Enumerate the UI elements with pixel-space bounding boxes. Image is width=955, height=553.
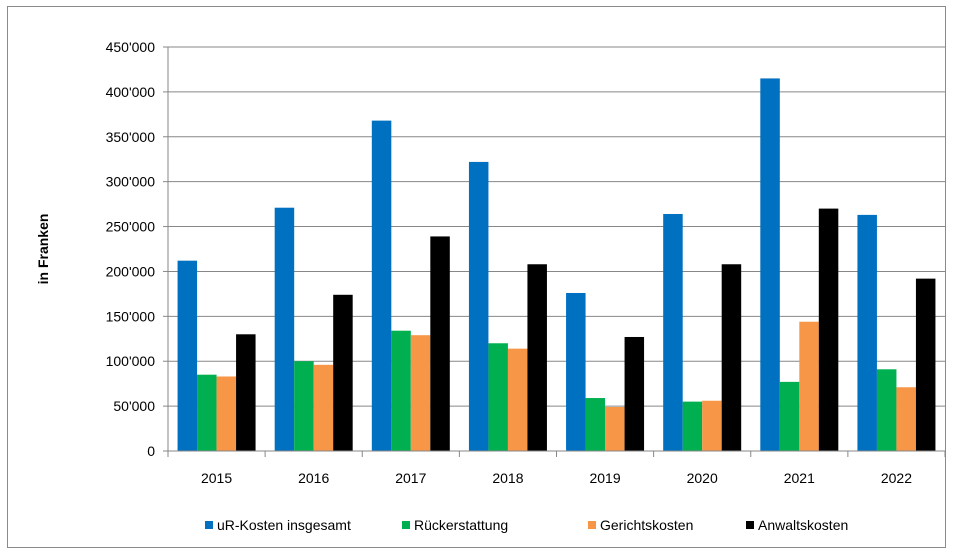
bar-gerichtskosten-2020: [702, 400, 722, 451]
x-tick-label: 2016: [298, 470, 329, 486]
x-tick-label: 2021: [784, 470, 815, 486]
legend-label-anwaltskosten: Anwaltskosten: [758, 517, 848, 533]
y-tick-label: 400'000: [106, 84, 156, 100]
bar-gerichtskosten-2021: [799, 321, 819, 451]
x-tick-label: 2015: [201, 470, 232, 486]
bar-r-ckerstattung-2018: [488, 343, 508, 451]
bar-anwaltskosten-2019: [624, 336, 645, 451]
x-tick-label: 2019: [589, 470, 620, 486]
bar-anwaltskosten-2017: [430, 236, 450, 451]
x-tick-label: 2022: [881, 470, 912, 486]
x-axis-ticks: 2015 2016 2017 2018 2019 2020 2021 2022: [201, 470, 912, 486]
x-tick-label: 2020: [687, 470, 718, 486]
y-tick-label: 150'000: [106, 308, 156, 324]
bar-ur-kosten-insgesamt-2017: [371, 120, 392, 452]
y-tick-label: 350'000: [106, 129, 156, 145]
y-axis-ticks: 0 50'000 100'000 150'000 200'000 250'000 300'0…: [106, 39, 168, 459]
bar-gerichtskosten-2016: [313, 364, 334, 451]
y-tick-label: 0: [147, 443, 155, 459]
legend-swatch-r-ckerstattung: [402, 521, 410, 529]
legend-swatch-ur-kosten-insgesamt: [205, 521, 213, 529]
bar-anwaltskosten-2020: [721, 264, 742, 451]
bar-ur-kosten-insgesamt-2021: [760, 78, 780, 451]
bar-r-ckerstattung-2016: [294, 361, 314, 451]
y-tick-label: 250'000: [106, 219, 156, 235]
bar-anwaltskosten-2016: [333, 294, 353, 451]
y-tick-label: 450'000: [106, 39, 156, 55]
legend-label-r-ckerstattung: Rückerstattung: [414, 517, 508, 533]
bar-anwaltskosten-2022: [915, 278, 936, 451]
y-tick-label: 200'000: [106, 263, 156, 279]
legend-label-gerichtskosten: Gerichtskosten: [600, 517, 693, 533]
bars: [177, 78, 936, 452]
bar-anwaltskosten-2018: [527, 264, 547, 451]
x-tick-label: 2017: [395, 470, 426, 486]
bar-r-ckerstattung-2015: [197, 374, 217, 451]
bar-ur-kosten-insgesamt-2016: [274, 207, 295, 451]
bar-gerichtskosten-2022: [896, 387, 916, 451]
bar-r-ckerstattung-2019: [585, 398, 606, 451]
legend-label-ur-kosten-insgesamt: uR-Kosten insgesamt: [217, 517, 351, 533]
bar-gerichtskosten-2019: [605, 407, 625, 451]
y-tick-label: 100'000: [106, 353, 156, 369]
bar-r-ckerstattung-2020: [682, 401, 703, 451]
y-tick-label: 50'000: [113, 398, 155, 414]
bar-gerichtskosten-2015: [216, 376, 237, 451]
bar-r-ckerstattung-2022: [876, 369, 897, 451]
bar-r-ckerstattung-2021: [779, 381, 800, 451]
y-axis-label: in Franken: [35, 214, 51, 285]
bar-ur-kosten-insgesamt-2019: [566, 292, 586, 451]
bar-gerichtskosten-2018: [507, 348, 528, 451]
bar-ur-kosten-insgesamt-2020: [663, 213, 683, 451]
x-axis: [167, 47, 946, 457]
legend-swatch-anwaltskosten: [746, 521, 754, 529]
bar-r-ckerstattung-2017: [391, 330, 411, 451]
x-tick-label: 2018: [492, 470, 523, 486]
y-tick-label: 300'000: [106, 174, 156, 190]
bar-ur-kosten-insgesamt-2015: [177, 260, 198, 451]
bar-ur-kosten-insgesamt-2018: [468, 161, 489, 451]
bar-gerichtskosten-2017: [410, 335, 431, 451]
bar-anwaltskosten-2021: [818, 208, 839, 451]
bar-ur-kosten-insgesamt-2022: [857, 214, 877, 451]
bar-anwaltskosten-2015: [236, 334, 256, 451]
legend-swatch-gerichtskosten: [588, 521, 596, 529]
legend: uR-Kosten insgesamt Rückerstattung Gericht…: [205, 517, 848, 533]
